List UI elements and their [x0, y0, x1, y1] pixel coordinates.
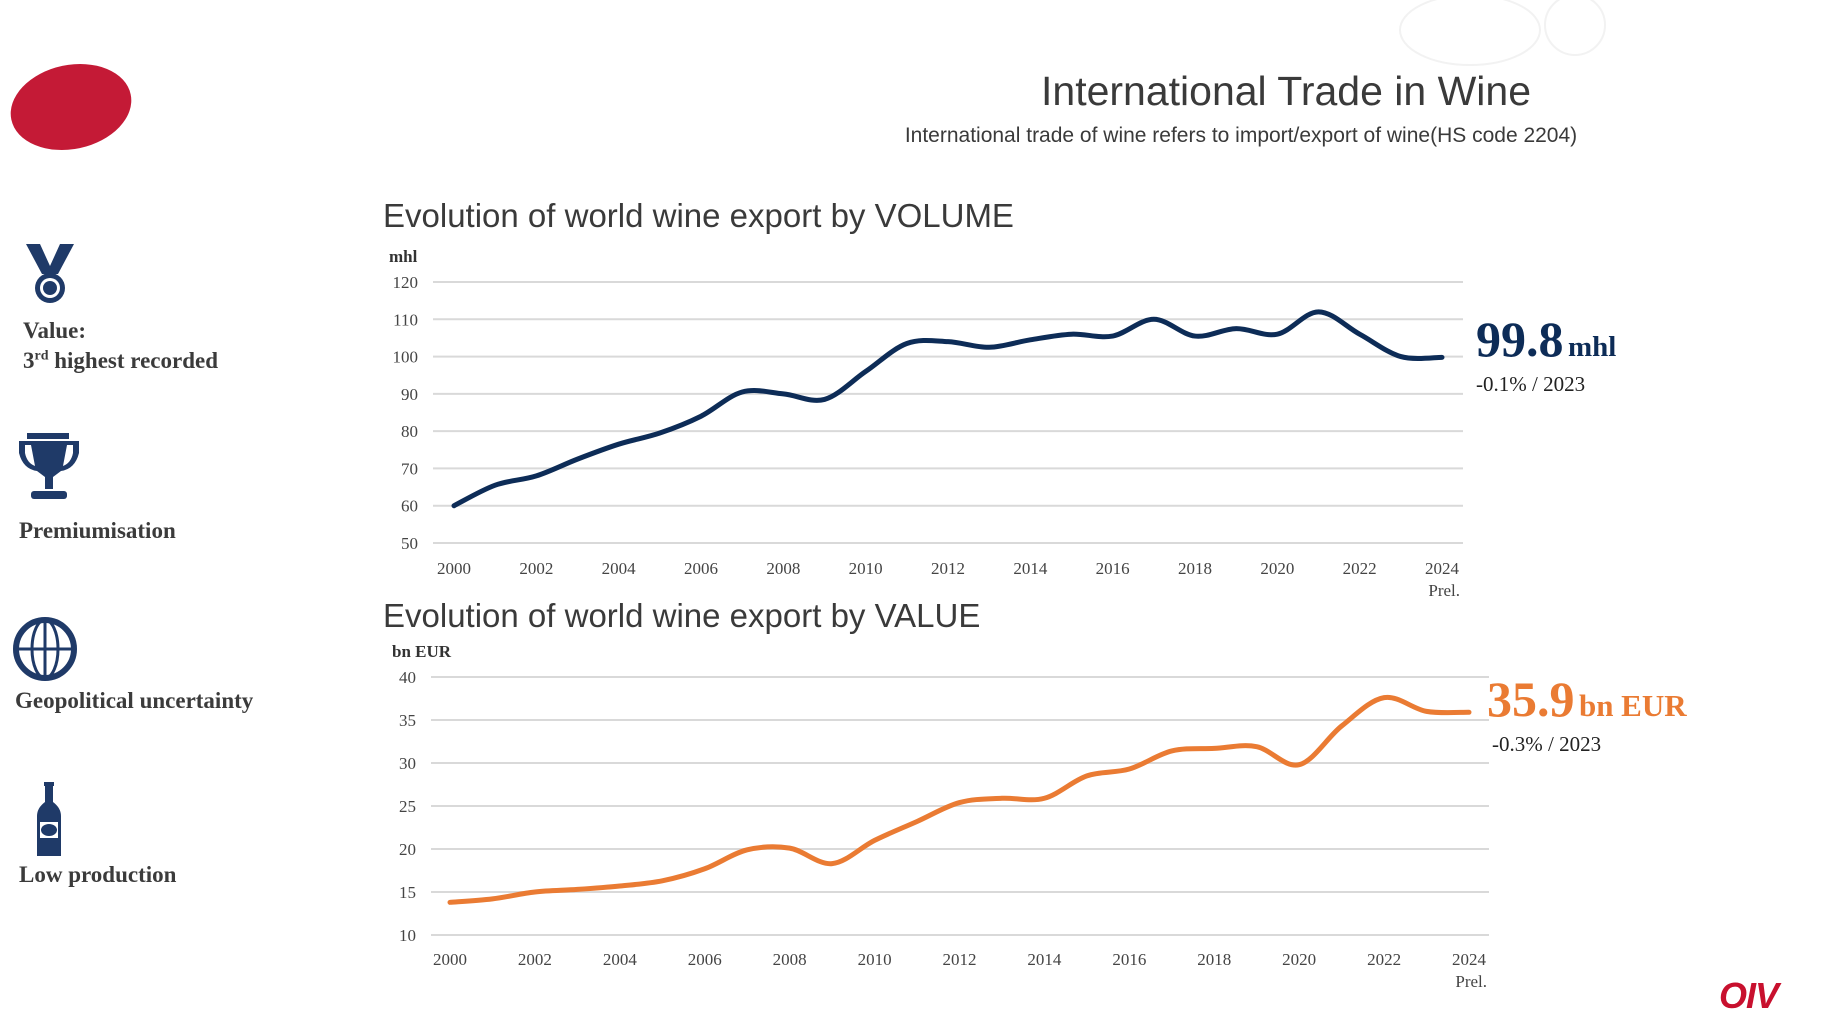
value-x-tick-label: 2010 — [858, 950, 892, 969]
value-x-tick-label: 2000 — [433, 950, 467, 969]
oiv-logo: OIV — [1718, 975, 1779, 1016]
volume-x-tick-label: 2012 — [931, 559, 965, 578]
value-callout: 35.9 bn EUR — [1487, 670, 1687, 728]
volume-callout: 99.8 mhl — [1476, 310, 1616, 368]
value-x-tick-label: 2024 — [1452, 950, 1487, 969]
volume-x-tick-label: 2014 — [1013, 559, 1048, 578]
volume-y-axis-label: mhl — [389, 247, 418, 266]
volume-x-tick-label: 2010 — [849, 559, 883, 578]
value-change: -0.3% / 2023 — [1492, 732, 1602, 756]
volume-y-tick-label: 90 — [401, 385, 418, 404]
value-y-tick-label: 15 — [399, 883, 416, 902]
value-series-line — [447, 694, 1472, 905]
value-y-axis-label: bn EUR — [392, 642, 452, 661]
volume-x-tick-label: 2004 — [602, 559, 637, 578]
volume-x-tick-label: 2020 — [1260, 559, 1294, 578]
volume-x-tick-label: 2002 — [519, 559, 553, 578]
value-x-tick-label: 2008 — [773, 950, 807, 969]
volume-x-tick-label: 2024 — [1425, 559, 1460, 578]
volume-chart-title: Evolution of world wine export by VOLUME — [383, 197, 1014, 234]
wine-bottle-icon — [37, 782, 61, 856]
sidebar-value-line1: Value: — [23, 318, 87, 343]
value-y-tick-label: 30 — [399, 754, 416, 773]
volume-x-tick-label: 2000 — [437, 559, 471, 578]
volume-y-tick-label: 120 — [393, 273, 419, 292]
volume-x-tick-label: 2006 — [684, 559, 718, 578]
volume-y-tick-label: 60 — [401, 497, 418, 516]
value-x-tick-label: 2016 — [1112, 950, 1146, 969]
value-x-tick-label: 2006 — [688, 950, 722, 969]
value-x-tick-label: 2002 — [518, 950, 552, 969]
sidebar-low-production: Low production — [19, 862, 177, 887]
value-y-tick-label: 35 — [399, 711, 416, 730]
volume-x-tick-label: 2016 — [1096, 559, 1130, 578]
volume-y-tick-label: 80 — [401, 422, 418, 441]
volume-series-line — [451, 309, 1445, 509]
value-x-tick-label: 2012 — [943, 950, 977, 969]
value-y-tick-label: 25 — [399, 797, 416, 816]
value-x-tick-label: 2020 — [1282, 950, 1316, 969]
watermark-icon — [1399, 0, 1606, 66]
globe-icon — [13, 617, 77, 681]
value-callout-unit: bn EUR — [1578, 688, 1687, 723]
sidebar-value-line2: 3rd highest recorded — [23, 348, 219, 373]
volume-y-tick-label: 100 — [393, 348, 419, 367]
value-x-tick-label: 2022 — [1367, 950, 1401, 969]
medal-icon — [26, 244, 74, 303]
sidebar-premiumisation: Premiumisation — [19, 518, 176, 543]
volume-callout-unit: mhl — [1567, 331, 1617, 363]
value-y-tick-label: 10 — [399, 926, 416, 945]
page-title: International Trade in Wine — [1041, 68, 1531, 114]
value-x-tick-label: 2018 — [1197, 950, 1231, 969]
value-x-note: Prel. — [1455, 972, 1487, 991]
volume-x-tick-label: 2018 — [1178, 559, 1212, 578]
value-x-tick-label: 2014 — [1027, 950, 1062, 969]
volume-x-note: Prel. — [1428, 581, 1460, 600]
value-x-tick-label: 2004 — [603, 950, 638, 969]
volume-x-tick-label: 2022 — [1343, 559, 1377, 578]
logo-red-ellipse — [10, 64, 132, 150]
page-subtitle: International trade of wine refers to im… — [904, 124, 1578, 147]
volume-change: -0.1% / 2023 — [1476, 372, 1586, 396]
sidebar-geopolitical: Geopolitical uncertainty — [15, 688, 254, 713]
value-chart-title: Evolution of world wine export by VALUE — [383, 597, 981, 634]
volume-y-tick-label: 110 — [393, 310, 418, 329]
value-y-tick-label: 40 — [399, 668, 416, 687]
volume-callout-value: 99.8 — [1476, 311, 1564, 367]
volume-y-tick-label: 70 — [401, 459, 418, 478]
volume-x-tick-label: 2008 — [766, 559, 800, 578]
value-y-tick-label: 20 — [399, 840, 416, 859]
trophy-icon — [19, 433, 79, 499]
value-callout-value: 35.9 — [1487, 671, 1575, 727]
volume-y-tick-label: 50 — [401, 534, 418, 553]
